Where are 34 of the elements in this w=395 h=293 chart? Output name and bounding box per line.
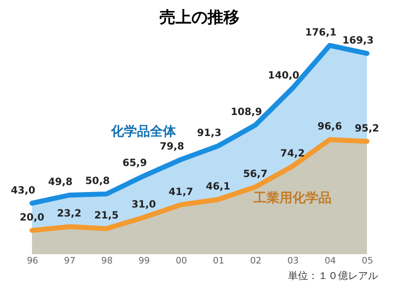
data-label: 46,1 bbox=[206, 182, 230, 193]
series-label: 工業用化学品 bbox=[252, 190, 332, 206]
data-label: 96,6 bbox=[318, 122, 342, 133]
data-label: 41,7 bbox=[168, 186, 194, 198]
data-label: 140,0 bbox=[268, 70, 300, 82]
x-tick-label: 99 bbox=[138, 256, 150, 267]
chart-title: 売上の推移 bbox=[159, 8, 240, 27]
x-tick-label: 05 bbox=[362, 256, 374, 267]
x-tick-label: 03 bbox=[287, 256, 299, 267]
series-label: 化学品全体 bbox=[110, 124, 178, 140]
data-label: 31,0 bbox=[131, 199, 156, 210]
x-tick-label: 01 bbox=[212, 256, 224, 267]
data-label: 65,9 bbox=[122, 158, 148, 170]
data-label: 50,8 bbox=[85, 176, 110, 188]
x-tick-label: 96 bbox=[26, 256, 38, 267]
x-tick-label: 02 bbox=[250, 256, 262, 267]
data-label: 108,9 bbox=[230, 107, 262, 118]
data-label: 43,0 bbox=[10, 185, 36, 196]
data-label: 91,3 bbox=[196, 128, 222, 140]
data-label: 74,2 bbox=[280, 148, 305, 160]
x-tick-label: 00 bbox=[176, 256, 188, 267]
x-tick-label: 98 bbox=[101, 256, 113, 267]
x-tick-label: 97 bbox=[64, 256, 76, 267]
data-label: 20,0 bbox=[20, 212, 44, 224]
data-label: 21,5 bbox=[94, 210, 119, 222]
data-label: 49,8 bbox=[48, 177, 73, 188]
data-label: 176,1 bbox=[305, 27, 337, 38]
x-tick-label: 04 bbox=[324, 256, 336, 267]
text: 単位：１０億レアル bbox=[288, 270, 378, 282]
data-label: 23,2 bbox=[57, 208, 82, 220]
data-label: 79,8 bbox=[160, 142, 184, 153]
data-label: 95,2 bbox=[354, 123, 380, 134]
data-label: 169,3 bbox=[342, 36, 374, 47]
data-label: 56,7 bbox=[243, 169, 268, 180]
